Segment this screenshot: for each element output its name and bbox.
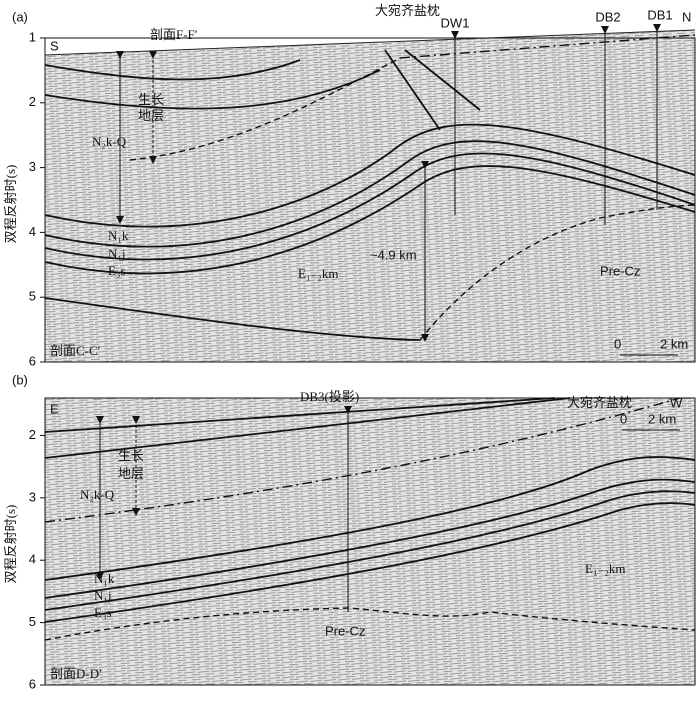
scale-label: 2 km [648, 411, 676, 426]
y-tick-label: 3 [29, 159, 36, 174]
unit-label: N₁j [94, 588, 112, 603]
well-label: DB3(投影) [300, 389, 359, 404]
end-label: W [670, 395, 683, 410]
y-ticks: 1 2 3 4 5 6 2 3 4 5 6 [29, 29, 45, 691]
salt-label: 大宛齐盐枕 [375, 3, 440, 18]
frame [44, 37, 696, 363]
horizon [44, 502, 696, 623]
horizon [44, 490, 696, 611]
y-tick-label: 2 [29, 427, 36, 442]
unit-label: N₁k [94, 571, 115, 586]
well-label: DW1 [441, 15, 470, 30]
end-label: S [50, 38, 59, 53]
y-tick-label: 4 [29, 552, 36, 567]
boundary [129, 57, 401, 161]
growth-label: 生长 [118, 448, 144, 463]
unit-label: N₂k-Q [80, 487, 115, 502]
boundary [44, 607, 696, 641]
fault [384, 49, 481, 131]
end-label: N [682, 9, 691, 24]
unit-label: N₁j [108, 246, 126, 261]
y-tick-label: 5 [29, 289, 36, 304]
unit-label: E₁₋₂km [585, 561, 625, 576]
unit-label: E₁₋₂km [298, 266, 338, 281]
horizon [44, 140, 696, 248]
panel-label: (b) [12, 372, 28, 387]
well-label: DB1 [647, 7, 672, 22]
growth-label: 生长 [138, 92, 164, 107]
section-label: 剖面D-D′ [50, 666, 102, 681]
unit-label: Pre-Cz [600, 263, 640, 278]
scale-label: 0 [620, 411, 627, 426]
growth-label: 地层 [118, 466, 144, 481]
y-axis-label: 双程反射时(s) [3, 505, 18, 584]
y-tick-label: 6 [29, 676, 36, 691]
y-tick-label: 5 [29, 614, 36, 629]
unit-label: N₁k [108, 228, 129, 243]
panel-b: 双程反射时(s) (b) E DB3(投影) 大宛齐盐枕 W 0 2 km 生长… [3, 372, 696, 686]
panel-label: (a) [12, 9, 28, 24]
horizon [44, 456, 696, 581]
end-label: E [50, 401, 59, 416]
unit-label: Pre-Cz [325, 623, 365, 638]
y-axis-label: 双程反射时(s) [3, 165, 18, 244]
surface [44, 29, 696, 56]
cross-section: 剖面F-F′ [150, 27, 198, 42]
seismic-section [44, 397, 696, 686]
salt-label: 大宛齐盐枕 [567, 395, 632, 410]
boundary [44, 397, 681, 523]
y-tick-label: 2 [29, 94, 36, 109]
horizon [44, 297, 421, 341]
unit-label: E₃s [108, 263, 126, 278]
horizon [44, 478, 696, 599]
unit-label: E₃s [94, 605, 112, 620]
y-tick-label: 6 [29, 353, 36, 368]
section-label: 剖面C-C′ [50, 343, 101, 358]
well-label: DB2 [595, 9, 620, 24]
panel-a: 双程反射时(s) (a) S N 剖面F-F′ 大宛齐盐枕 DW1 DB2 DB… [3, 3, 696, 363]
horizon [44, 152, 696, 261]
y-tick-label: 3 [29, 489, 36, 504]
unit-label: N₂k-Q [92, 134, 127, 149]
horizon [44, 69, 381, 110]
thickness: ~4.9 km [370, 247, 417, 262]
y-tick-label: 4 [29, 224, 36, 239]
y-tick-label: 1 [29, 29, 36, 44]
boundary [399, 34, 696, 59]
scale-label: 0 [614, 336, 621, 351]
horizon [44, 123, 696, 228]
scale-label: 2 km [660, 336, 688, 351]
horizon [44, 397, 556, 433]
boundary [419, 204, 696, 341]
horizon [44, 165, 696, 275]
horizon [44, 59, 301, 81]
growth-label: 地层 [138, 108, 164, 123]
seismic-section [45, 30, 695, 362]
